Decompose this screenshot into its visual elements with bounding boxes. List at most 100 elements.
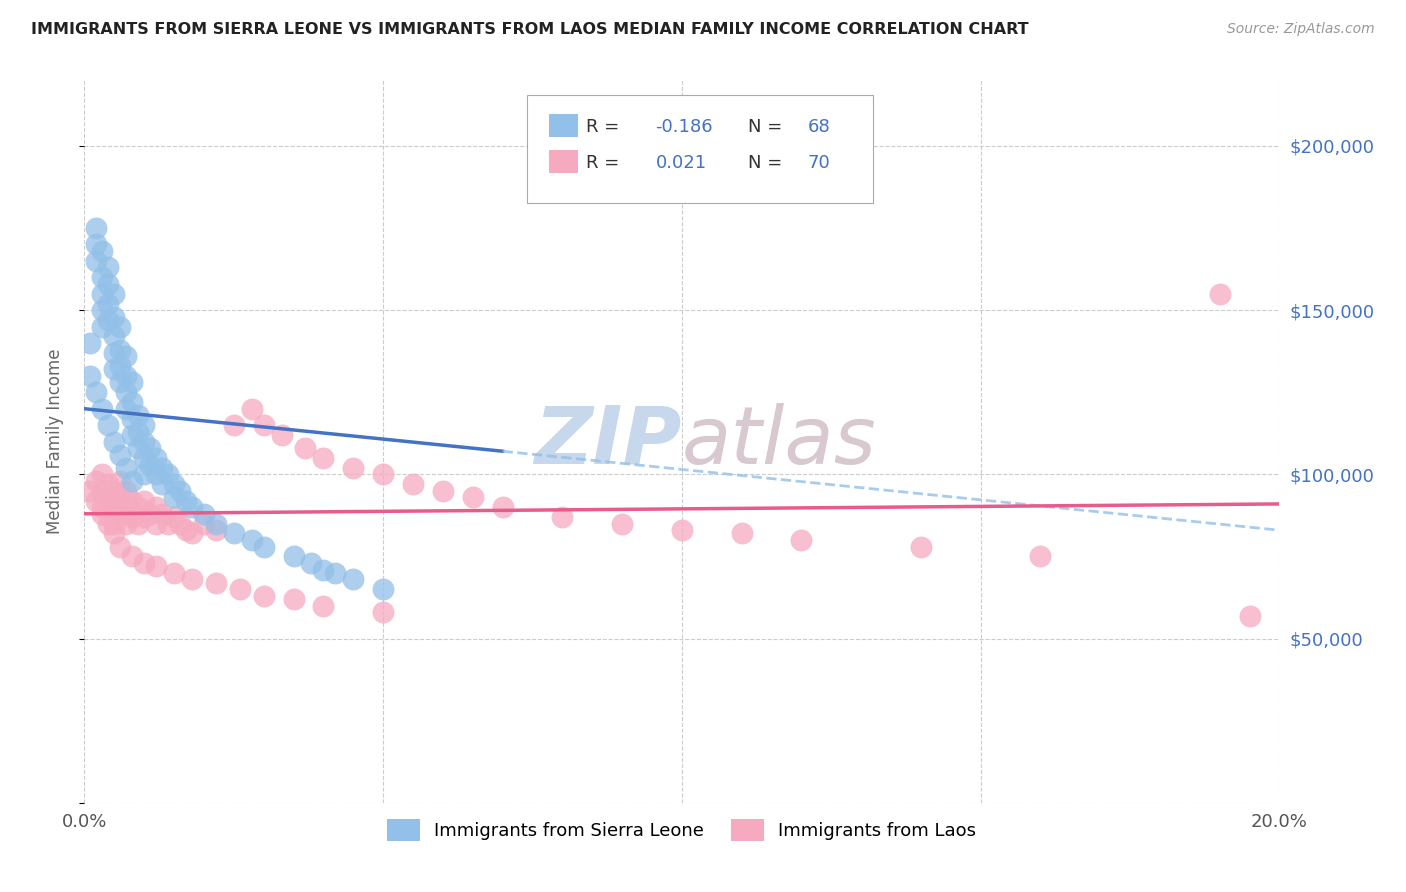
Point xyxy=(115,500,138,515)
Point xyxy=(91,467,114,482)
Text: R =: R = xyxy=(586,154,626,172)
Point xyxy=(373,605,395,619)
Point xyxy=(132,556,156,570)
Point xyxy=(193,507,215,521)
Point xyxy=(132,510,156,524)
Text: atlas: atlas xyxy=(682,402,877,481)
Legend: Immigrants from Sierra Leone, Immigrants from Laos: Immigrants from Sierra Leone, Immigrants… xyxy=(380,812,984,848)
Text: 0.021: 0.021 xyxy=(655,154,707,172)
Point xyxy=(91,500,114,515)
FancyBboxPatch shape xyxy=(550,150,578,173)
Point xyxy=(169,483,191,498)
Point xyxy=(103,346,125,360)
Y-axis label: Median Family Income: Median Family Income xyxy=(45,349,63,534)
Point xyxy=(121,428,143,442)
Point xyxy=(86,474,108,488)
Point xyxy=(79,483,101,498)
Point xyxy=(79,368,101,383)
Point xyxy=(301,556,323,570)
Point xyxy=(612,516,634,531)
Point xyxy=(110,376,132,390)
Point xyxy=(174,523,197,537)
Point xyxy=(145,516,167,531)
Point xyxy=(270,428,292,442)
Point xyxy=(163,477,186,491)
Point xyxy=(115,349,138,363)
Point xyxy=(132,434,156,449)
Point xyxy=(461,491,484,505)
Point xyxy=(174,493,197,508)
Text: R =: R = xyxy=(586,119,626,136)
Point xyxy=(110,319,132,334)
Point xyxy=(110,343,132,357)
Point xyxy=(103,434,125,449)
Point xyxy=(91,286,114,301)
Point xyxy=(103,516,125,531)
Point xyxy=(132,450,156,465)
Point xyxy=(342,573,364,587)
Text: N =: N = xyxy=(748,154,787,172)
Point xyxy=(181,500,204,515)
Point xyxy=(731,526,754,541)
Point xyxy=(181,526,204,541)
Point xyxy=(240,401,263,416)
Point xyxy=(97,260,120,275)
Point xyxy=(115,460,138,475)
Point xyxy=(97,493,120,508)
Point xyxy=(79,336,101,351)
Point xyxy=(110,540,132,554)
Point xyxy=(181,573,204,587)
Point xyxy=(283,549,305,564)
Point xyxy=(103,310,125,324)
Point xyxy=(240,533,263,547)
Point xyxy=(145,450,167,465)
Point xyxy=(145,467,167,482)
Point xyxy=(115,385,138,400)
Point xyxy=(86,221,108,235)
Point xyxy=(205,516,228,531)
Point xyxy=(163,510,186,524)
Point xyxy=(253,418,276,433)
Point xyxy=(91,401,114,416)
Point xyxy=(373,467,395,482)
Point xyxy=(132,467,156,482)
Point xyxy=(121,474,143,488)
Point xyxy=(132,493,156,508)
Point xyxy=(121,395,143,409)
Point xyxy=(103,286,125,301)
Point xyxy=(91,303,114,318)
Point xyxy=(86,237,108,252)
Point xyxy=(86,253,108,268)
Point xyxy=(1239,608,1261,623)
Point xyxy=(127,409,149,423)
Point xyxy=(294,441,316,455)
Point xyxy=(110,474,132,488)
Point xyxy=(157,467,180,482)
Point xyxy=(139,441,162,455)
Point xyxy=(103,362,125,376)
Point xyxy=(110,491,132,505)
Point xyxy=(169,516,191,531)
Point xyxy=(253,589,276,603)
Point xyxy=(127,425,149,439)
Point xyxy=(139,507,162,521)
Point xyxy=(312,599,335,613)
Point xyxy=(91,319,114,334)
Point xyxy=(139,458,162,472)
Point xyxy=(205,575,228,590)
Point xyxy=(91,483,114,498)
Point xyxy=(432,483,454,498)
Point xyxy=(97,477,120,491)
Point xyxy=(97,418,120,433)
Point xyxy=(163,566,186,580)
Point xyxy=(910,540,932,554)
Point xyxy=(115,401,138,416)
Text: -0.186: -0.186 xyxy=(655,119,713,136)
Point xyxy=(127,516,149,531)
Point xyxy=(283,592,305,607)
Point xyxy=(150,477,173,491)
Point xyxy=(790,533,813,547)
Point xyxy=(110,507,132,521)
Point xyxy=(91,244,114,258)
Point xyxy=(97,296,120,310)
